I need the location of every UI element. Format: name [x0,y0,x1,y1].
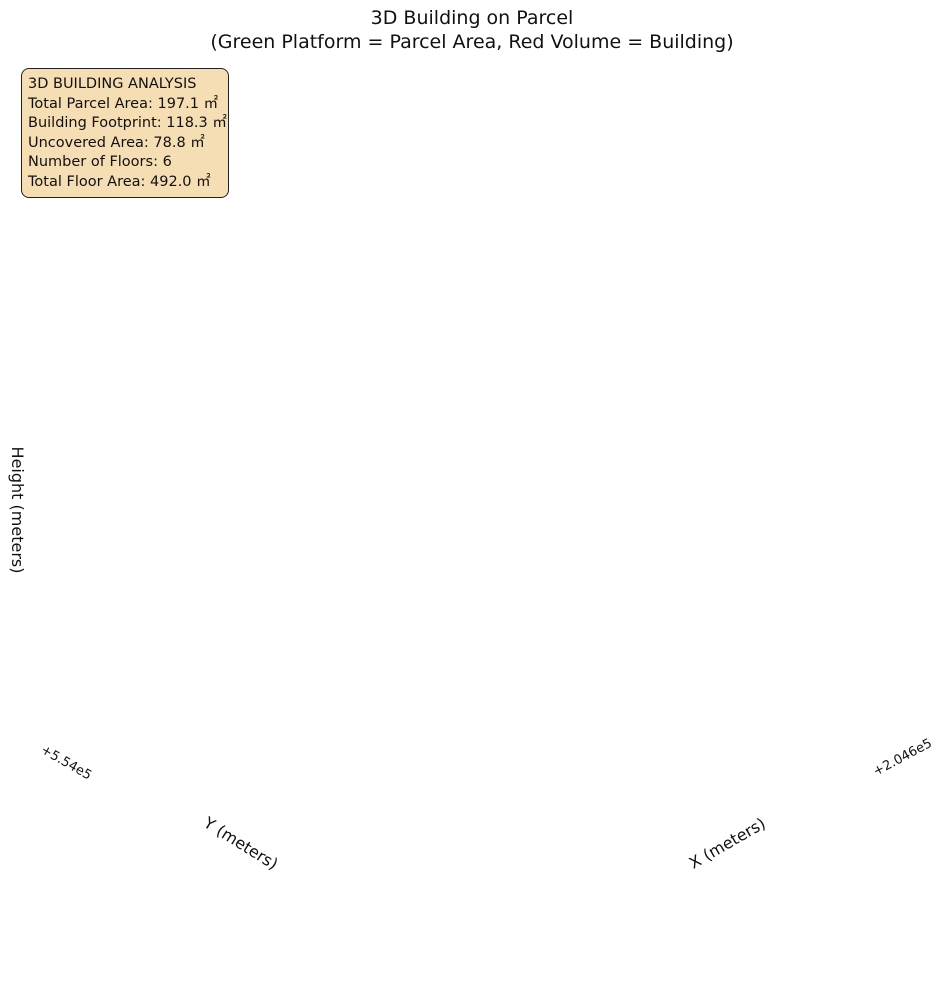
info-line-footprint: Building Footprint: 118.3 ㎡ [28,115,227,131]
info-heading: 3D BUILDING ANALYSIS [28,76,197,92]
y-offset-label: +5.54e5 [38,742,94,783]
y-axis-label: Y (meters) [199,813,281,874]
grid-floor-y [0,0,61,78]
z-axis-label: Height (meters) [8,447,27,574]
info-line-uncovered: Uncovered Area: 78.8 ㎡ [28,134,205,151]
info-line-floors: Number of Floors: 6 [28,154,172,170]
chart-title: 3D Building on Parcel [370,7,574,29]
chart-subtitle: (Green Platform = Parcel Area, Red Volum… [210,31,734,53]
scene-geometry [0,0,81,78]
x-offset-label: +2.046e5 [871,736,935,779]
chart-title-block: 3D Building on Parcel (Green Platform = … [0,6,944,54]
info-line-parcel-area: Total Parcel Area: 197.1 ㎡ [28,95,219,112]
grid-floor-y [0,0,22,54]
grid-wall-z-right [0,0,81,47]
info-line-floor-area: Total Floor Area: 492.0 ㎡ [28,173,211,190]
parcel-platform [0,0,81,78]
x-axis-label: X (meters) [686,814,769,873]
grid-wall-z-right [0,0,81,3]
analysis-info-box: 3D BUILDING ANALYSIS Total Parcel Area: … [21,68,229,198]
